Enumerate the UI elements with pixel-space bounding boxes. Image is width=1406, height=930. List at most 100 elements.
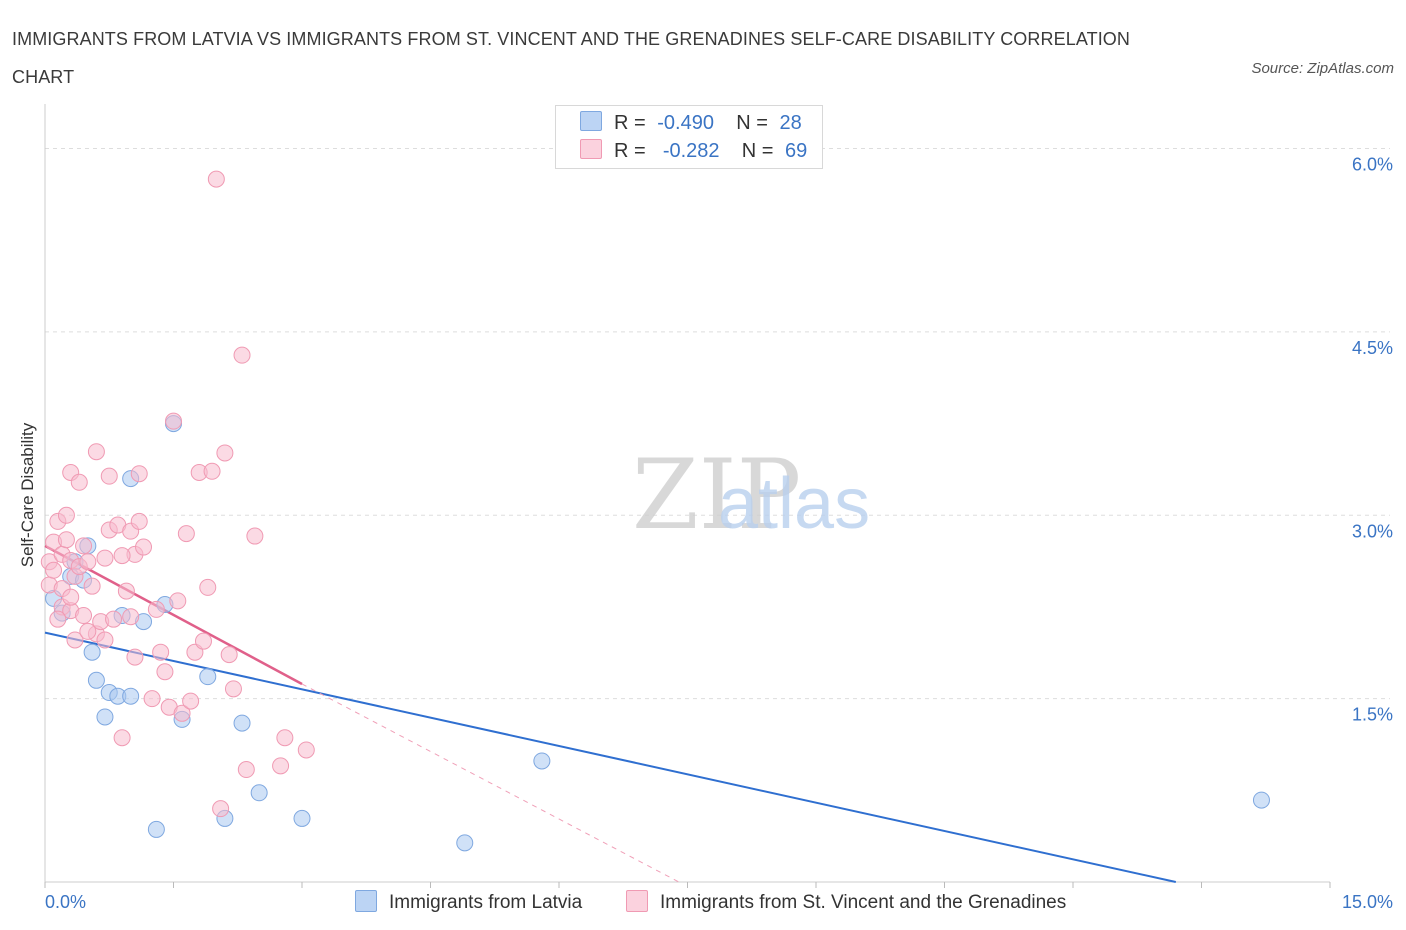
data-point: [246, 527, 264, 545]
axes: [44, 104, 1331, 888]
data-point: [177, 525, 195, 543]
data-point: [199, 578, 217, 596]
data-point: [233, 714, 251, 732]
data-point: [207, 170, 225, 188]
data-point: [87, 671, 105, 689]
data-point: [117, 582, 135, 600]
chart-title: IMMIGRANTS FROM LATVIA VS IMMIGRANTS FRO…: [12, 29, 1130, 87]
data-point: [83, 643, 101, 661]
legend-item-st-vincent[interactable]: Immigrants from St. Vincent and the Gren…: [626, 890, 1066, 914]
trend-line-st-vincent-extension: [301, 683, 680, 883]
data-point: [113, 729, 131, 747]
data-point: [173, 704, 191, 722]
data-point: [1252, 791, 1270, 809]
scatter-points: [40, 170, 1270, 852]
data-point: [156, 663, 174, 681]
data-point: [87, 443, 105, 461]
data-point: [130, 465, 148, 483]
r-value-latvia: -0.490: [657, 112, 714, 134]
r-label: R =: [614, 140, 646, 162]
data-point: [237, 761, 255, 779]
data-point: [147, 820, 165, 838]
data-point: [293, 809, 311, 827]
source-credit: Source: ZipAtlas.com: [1251, 60, 1394, 77]
data-point: [199, 668, 217, 686]
data-point: [62, 588, 80, 606]
y-tick-label: 4.5%: [1352, 338, 1393, 358]
data-point: [135, 538, 153, 556]
grid-lines: [45, 148, 1390, 700]
x-tick-label-start: 0.0%: [45, 892, 86, 912]
data-point: [122, 608, 140, 626]
data-point: [100, 467, 118, 485]
st-vincent-swatch: [580, 139, 602, 159]
stats-row-latvia: R = -0.490 N = 28: [580, 111, 802, 137]
data-point: [83, 577, 101, 595]
data-point: [75, 607, 93, 625]
y-tick-label: 6.0%: [1352, 155, 1393, 175]
data-point: [113, 547, 131, 565]
data-point: [169, 592, 187, 610]
n-label: N =: [736, 112, 768, 134]
data-point: [79, 553, 97, 571]
data-point: [96, 631, 114, 649]
data-point: [45, 561, 63, 579]
legend-item-latvia[interactable]: Immigrants from Latvia: [355, 890, 582, 914]
data-point: [212, 800, 230, 818]
n-label: N =: [741, 140, 774, 162]
data-point: [216, 444, 234, 462]
data-point: [75, 537, 93, 555]
legend-label-st-vincent: Immigrants from St. Vincent and the Gren…: [660, 892, 1067, 913]
data-point: [79, 622, 97, 640]
x-tick-label-end: 15.0%: [1342, 892, 1393, 912]
r-value-st-vincent: -0.282: [662, 140, 720, 162]
data-point: [224, 680, 242, 698]
data-point: [250, 784, 268, 802]
data-point: [122, 687, 140, 705]
watermark-atlas: atlas: [718, 464, 870, 544]
data-point: [297, 741, 315, 759]
n-value-st-vincent: 69: [785, 140, 808, 162]
stats-row-st-vincent: R = -0.282 N = 69: [580, 139, 807, 165]
data-point: [233, 346, 251, 364]
data-point: [96, 549, 114, 567]
watermark-zip: ZIP: [632, 439, 801, 551]
data-point: [57, 531, 75, 549]
st-vincent-legend-swatch: [626, 890, 648, 912]
data-point: [49, 610, 67, 628]
data-point: [130, 512, 148, 530]
legend-label-latvia: Immigrants from Latvia: [389, 892, 583, 913]
data-point: [143, 690, 161, 708]
data-point: [126, 648, 144, 666]
data-point: [70, 473, 88, 491]
data-point: [220, 646, 238, 664]
y-axis-label: Self-Care Disability: [18, 422, 37, 567]
data-point: [203, 462, 221, 480]
data-point: [165, 412, 182, 430]
latvia-legend-swatch: [355, 890, 377, 912]
data-point: [272, 757, 290, 775]
data-point: [66, 631, 84, 649]
data-point: [533, 752, 551, 770]
tick-labels: 1.5% 3.0% 4.5% 6.0% 0.0% 15.0%: [45, 155, 1393, 912]
series-legend: Immigrants from Latvia Immigrants from S…: [0, 888, 1406, 918]
data-point: [182, 692, 200, 710]
data-point: [105, 610, 123, 628]
data-point: [57, 506, 75, 524]
y-tick-label: 1.5%: [1352, 705, 1393, 725]
data-point: [147, 600, 165, 618]
n-value-latvia: 28: [779, 112, 802, 134]
data-point: [276, 729, 294, 747]
data-point: [456, 834, 474, 852]
data-point: [96, 708, 114, 726]
stats-legend: R = -0.490 N = 28 R = -0.282 N = 69: [555, 105, 823, 169]
trend-lines: [44, 544, 1177, 883]
series-st-vincent-points: [40, 170, 315, 818]
y-tick-label: 3.0%: [1352, 521, 1393, 541]
data-point: [152, 643, 170, 661]
data-point: [194, 632, 212, 650]
r-label: R =: [614, 112, 646, 134]
watermark: ZIP atlas: [632, 439, 870, 551]
trend-line-latvia: [44, 631, 1177, 883]
